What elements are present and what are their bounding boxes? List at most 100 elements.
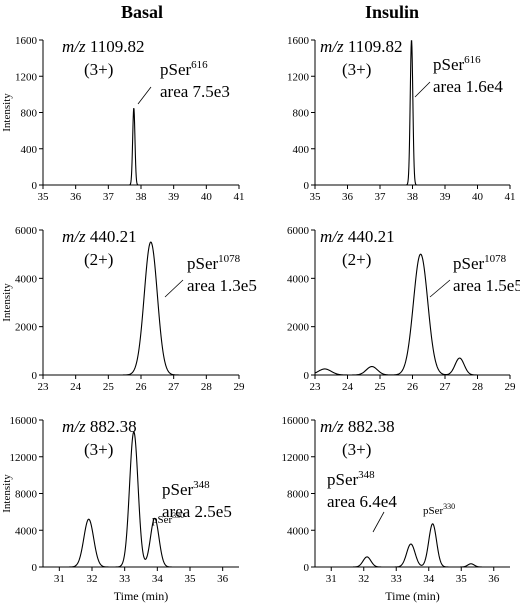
residue-site: 330 [172,511,184,520]
residue-site: 1078 [218,253,241,265]
y-tick-label: 4000 [287,525,310,537]
mz-value: 1109.82 [348,37,403,56]
y-tick-label: 4000 [15,273,38,285]
x-tick-label: 36 [70,191,82,203]
y-tick-label: 4000 [287,273,310,285]
x-axis-label: Time (min) [114,589,169,603]
mz-value: 882.38 [90,417,137,436]
mz-value: 440.21 [90,227,137,246]
peak-label-residue: pSer348 [327,469,375,489]
x-tick-label: 40 [472,191,484,203]
mz-label: m/z 882.38 [62,417,137,436]
chromatogram-trace [315,523,510,568]
column-title-basal: Basal [120,2,163,22]
y-tick-label: 6000 [15,225,38,237]
residue-site: 1078 [484,253,507,265]
y-tick-label: 800 [21,108,38,120]
mz-symbol: m/z [62,37,90,56]
y-tick-label: 1600 [15,35,38,47]
x-tick-label: 36 [488,573,500,585]
x-tick-label: 39 [168,191,180,203]
y-tick-label: 6000 [287,225,310,237]
y-tick-label: 800 [293,108,310,120]
y-tick-label: 0 [32,180,38,192]
x-tick-label: 35 [185,573,197,585]
peak-leader-line [137,86,152,105]
x-tick-label: 37 [103,191,115,203]
y-tick-label: 8000 [15,489,38,501]
chromatogram-trace [43,241,239,376]
chromatogram-trace [43,108,239,186]
residue-name: pSer [327,470,359,489]
x-tick-label: 33 [391,573,403,585]
residue-site: 616 [191,59,208,71]
peak-label-residue: pSer616 [160,59,208,79]
chart-panel-insulin-1: 0 400 800 1200 1600 35 36 37 38 39 40 41 m/z 1109.82… [287,35,516,203]
peak-label-residue: pSer348 [162,479,210,499]
x-tick-label: 40 [201,191,213,203]
x-tick-label: 27 [440,381,452,393]
x-tick-label: 31 [54,573,65,585]
chart-panel-basal-1: 0 400 800 1200 1600 35 36 37 38 39 40 41 Intensity m/… [1,35,245,203]
x-tick-label: 38 [407,191,419,203]
charge-state-label: (2+) [84,250,113,269]
mz-symbol: m/z [320,37,348,56]
peak-leader-line [372,511,385,533]
peak-area-label: area 6.4e4 [327,492,397,511]
y-tick-label: 1200 [287,71,310,83]
chart-panel-insulin-2: 0 2000 4000 6000 23 24 25 26 27 28 29 m/z 440.21 (2+… [287,225,520,393]
y-tick-label: 0 [304,370,310,382]
chromatogram-trace [314,253,510,376]
x-tick-label: 41 [234,191,245,203]
mz-symbol: m/z [62,227,90,246]
x-tick-label: 27 [168,381,180,393]
y-tick-label: 0 [304,562,310,574]
x-tick-label: 26 [136,381,148,393]
charge-state-label: (3+) [84,60,113,79]
x-axis-label: Time (min) [385,589,440,603]
y-axis-label: Intensity [1,474,13,513]
x-tick-label: 32 [358,573,369,585]
residue-name: pSer [423,505,444,517]
y-tick-label: 0 [304,180,310,192]
charge-state-label: (2+) [342,250,371,269]
y-tick-label: 4000 [15,525,38,537]
peak-area-label: area 1.6e4 [433,77,503,96]
x-tick-label: 34 [152,573,164,585]
x-tick-label: 31 [326,573,337,585]
x-tick-label: 35 [38,191,50,203]
mz-value: 1109.82 [90,37,145,56]
peak-leader-line [414,81,431,98]
mz-value: 882.38 [348,417,395,436]
x-tick-label: 36 [217,573,229,585]
peak-label-secondary: pSer330 [152,511,184,526]
y-tick-label: 16000 [282,415,310,427]
chromatogram-trace [43,431,239,568]
y-tick-label: 0 [32,370,38,382]
residue-name: pSer [187,254,219,273]
mz-label: m/z 1109.82 [62,37,145,56]
x-tick-label: 39 [440,191,452,203]
peak-area-label: area 7.5e3 [160,82,230,101]
x-tick-label: 26 [407,381,419,393]
residue-name: pSer [453,254,485,273]
residue-name: pSer [433,55,465,74]
charge-state-label: (3+) [84,440,113,459]
x-tick-label: 25 [375,381,387,393]
peak-label-secondary: pSer330 [423,502,455,517]
y-tick-label: 1200 [15,71,38,83]
charge-state-label: (3+) [342,440,371,459]
mz-label: m/z 440.21 [320,227,395,246]
chart-panel-basal-2: 0 2000 4000 6000 23 24 25 26 27 28 29 Intensity m/z … [1,225,257,393]
charge-state-label: (3+) [342,60,371,79]
y-axis-label: Intensity [1,283,13,322]
residue-site: 330 [443,502,455,511]
y-tick-label: 400 [293,144,310,156]
x-tick-label: 37 [375,191,387,203]
x-tick-label: 33 [119,573,131,585]
residue-site: 348 [193,479,210,491]
x-tick-label: 35 [456,573,468,585]
x-tick-label: 34 [423,573,435,585]
y-tick-label: 2000 [287,322,310,334]
